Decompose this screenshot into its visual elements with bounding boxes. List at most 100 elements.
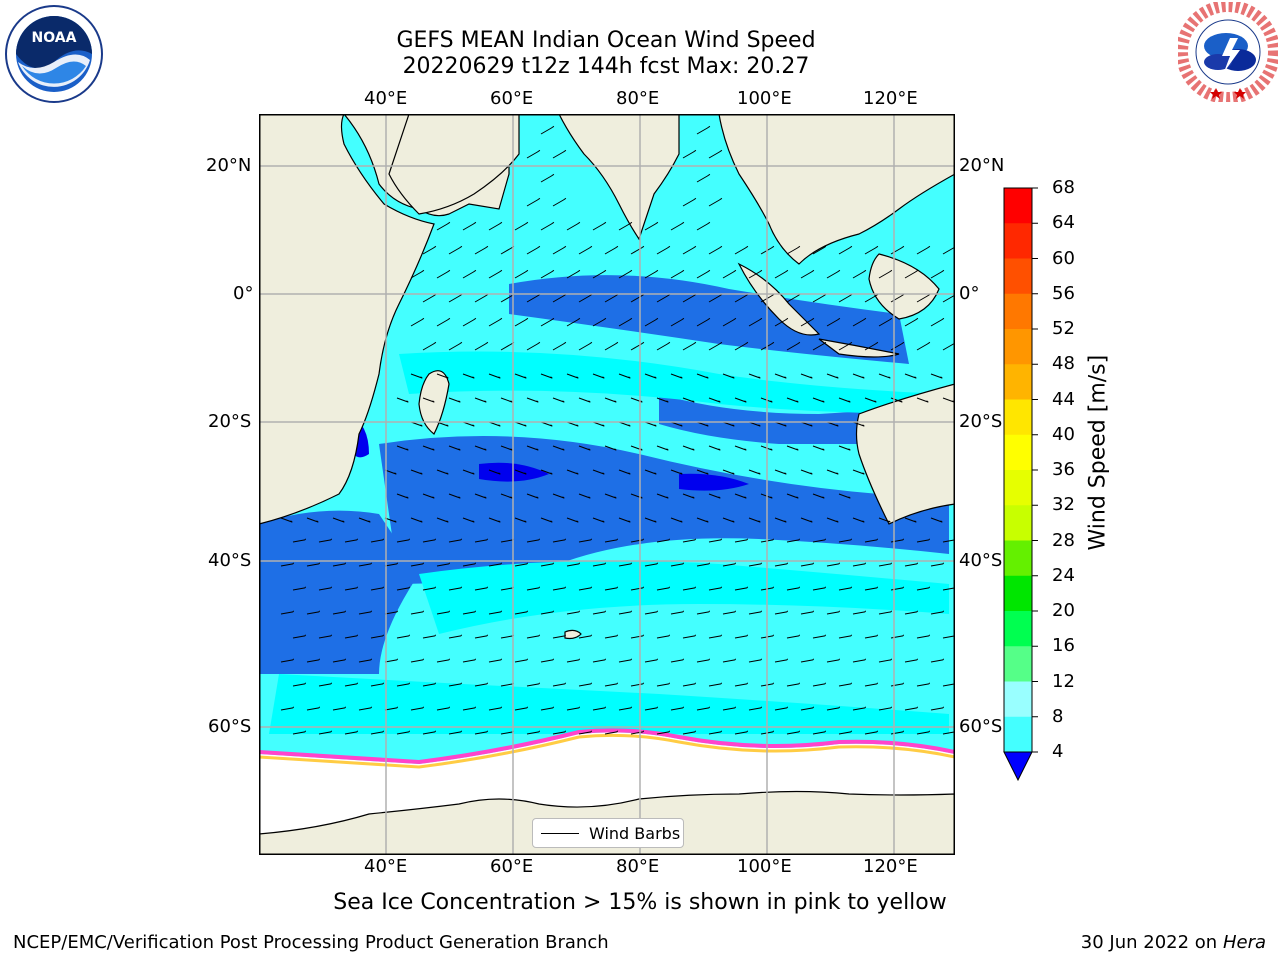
wind-barb xyxy=(864,341,879,351)
wind-barb xyxy=(722,706,737,711)
noaa-logo: NOAA xyxy=(4,4,104,104)
wind-barb xyxy=(436,373,449,379)
wind-barb xyxy=(462,610,477,615)
colorbar-tick-label: 16 xyxy=(1052,635,1075,657)
wind-barb xyxy=(748,421,761,427)
colorbar-tick-label: 68 xyxy=(1052,177,1075,198)
wind-barb xyxy=(774,317,789,327)
wind-barb xyxy=(722,269,737,279)
wind-barb xyxy=(566,562,581,567)
wind-barb xyxy=(682,197,697,207)
wind-barb xyxy=(448,293,463,303)
wind-barb xyxy=(878,317,893,327)
wind-barb xyxy=(786,634,801,639)
wind-barb xyxy=(370,730,385,735)
colorbar-tick-label: 48 xyxy=(1052,353,1075,375)
wind-barb xyxy=(786,293,801,303)
wind-barb xyxy=(838,586,853,591)
wind-barbs xyxy=(280,125,955,735)
wind-barb xyxy=(812,730,827,735)
wind-barb xyxy=(578,682,593,687)
wind-barb xyxy=(462,658,477,663)
wind-barb xyxy=(422,397,435,403)
wind-barb xyxy=(812,538,827,543)
wind-barb xyxy=(488,610,503,615)
wind-barb xyxy=(566,706,581,711)
wind-barb xyxy=(852,517,865,523)
sea-ice-edge xyxy=(259,728,955,765)
wind-barb xyxy=(722,421,735,427)
wind-barb xyxy=(722,562,737,567)
wind-barb xyxy=(670,562,685,567)
lat-label-left: 40°S xyxy=(208,550,252,571)
lon-label-bottom: 100°E xyxy=(737,856,792,877)
wind-barb xyxy=(916,245,931,255)
wind-barb xyxy=(318,586,333,591)
wind-barb xyxy=(344,730,359,735)
wind-barb xyxy=(448,445,461,451)
wind-barb xyxy=(800,317,815,327)
wind-barb xyxy=(682,730,697,735)
wind-barb xyxy=(448,730,463,735)
wind-barb xyxy=(604,682,619,687)
wind-barb xyxy=(670,221,685,231)
wind-barb xyxy=(422,341,437,351)
wind-barb xyxy=(682,586,697,591)
wind-barb xyxy=(734,445,747,451)
lon-label-top: 120°E xyxy=(863,88,918,109)
wind-barb xyxy=(682,293,697,303)
wind-barb xyxy=(670,706,685,711)
wind-barb xyxy=(474,293,489,303)
wind-barb xyxy=(630,397,643,403)
wind-barb xyxy=(540,658,555,663)
wind-barb xyxy=(774,562,789,567)
wind-barb xyxy=(682,245,697,255)
wind-barb xyxy=(578,730,593,735)
wind-barb xyxy=(930,373,943,379)
wind-barb xyxy=(618,421,631,427)
colorbar-tick-label: 44 xyxy=(1052,388,1075,410)
wind-barb xyxy=(592,421,605,427)
wind-barb xyxy=(526,493,539,499)
wind-barb xyxy=(618,658,633,663)
wind-barb xyxy=(436,269,451,279)
wind-barb xyxy=(838,730,853,735)
wind-barb xyxy=(566,269,581,279)
wind-barb xyxy=(306,658,321,663)
wind-barb xyxy=(410,610,425,615)
wind-barb xyxy=(890,634,905,639)
wind-barb xyxy=(682,341,697,351)
wind-barb xyxy=(332,610,347,615)
wind-barb xyxy=(280,562,295,567)
colorbar-segment xyxy=(1004,681,1032,718)
wind-barb xyxy=(566,469,579,475)
wind-barb xyxy=(436,421,449,427)
wind-barb xyxy=(864,634,879,639)
wind-barb xyxy=(514,469,527,475)
wind-barb xyxy=(696,658,711,663)
wind-barb xyxy=(552,493,565,499)
wind-barb xyxy=(826,658,841,663)
wind-barb xyxy=(696,562,711,567)
wind-barb xyxy=(878,373,891,379)
wind-barb xyxy=(474,634,489,639)
wind-barb xyxy=(526,341,541,351)
lon-label-bottom: 60°E xyxy=(490,856,534,877)
wind-barb xyxy=(552,245,567,255)
wind-barb xyxy=(748,562,763,567)
wind-barb xyxy=(396,586,411,591)
wind-barb xyxy=(682,538,697,543)
wind-barb xyxy=(838,245,853,255)
lat-label-right: 0° xyxy=(959,283,980,304)
wind-barb xyxy=(630,493,643,499)
wind-barb xyxy=(644,658,659,663)
wind-barb xyxy=(760,682,775,687)
wind-barb xyxy=(708,445,721,451)
wind-barb xyxy=(344,586,359,591)
wind-zone xyxy=(419,560,949,634)
wind-barb xyxy=(800,469,813,475)
colorbar-tick-label: 12 xyxy=(1052,670,1075,692)
wind-barb xyxy=(410,373,423,379)
wind-barb xyxy=(474,730,489,735)
wind-barb xyxy=(292,586,307,591)
